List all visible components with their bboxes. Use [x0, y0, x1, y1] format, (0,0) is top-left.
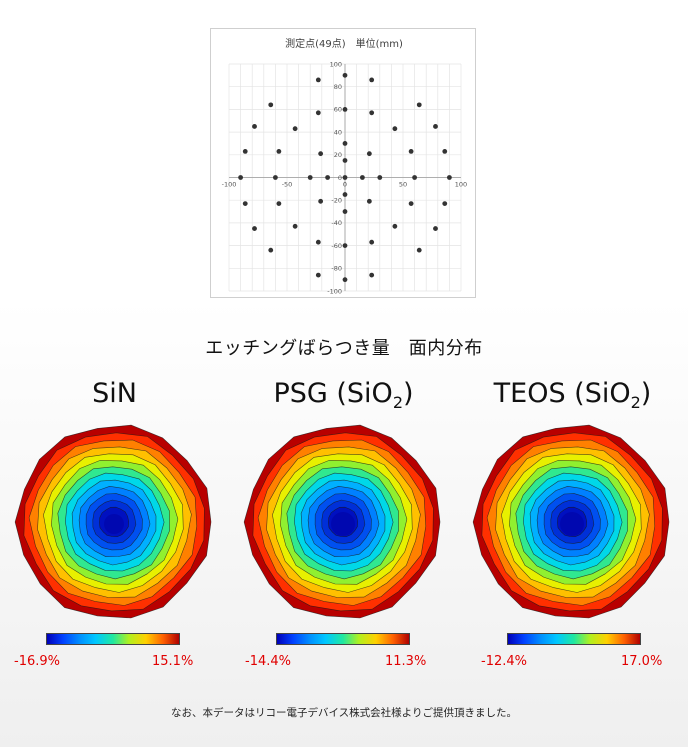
- colorbar-min-label: -16.9%: [14, 654, 60, 669]
- measurement-point: [342, 209, 348, 214]
- y-tick-label: 80: [334, 83, 342, 91]
- y-tick-label: 0: [338, 174, 342, 182]
- y-tick-label: 20: [334, 151, 342, 159]
- section-heading: エッチングばらつき量 面内分布: [205, 338, 483, 359]
- contour-core: [560, 512, 584, 536]
- map-label-subscript: 2: [392, 393, 403, 412]
- measurement-point: [377, 175, 383, 180]
- x-tick-label: -100: [222, 181, 237, 189]
- y-tick-label: -20: [331, 197, 342, 205]
- colorbar-sin: [46, 633, 180, 645]
- measurement-point: [360, 175, 365, 180]
- measurement-point: [268, 102, 274, 108]
- measurement-point: [412, 175, 417, 180]
- measurement-point: [242, 201, 248, 207]
- measurement-point: [315, 110, 321, 116]
- y-tick-label: 40: [334, 128, 342, 136]
- x-tick-label: 100: [455, 181, 467, 189]
- measurement-point: [447, 175, 452, 180]
- measurement-point: [342, 107, 348, 112]
- measurement-point: [342, 158, 348, 163]
- measurement-point: [342, 243, 348, 249]
- map-label-teos: TEOS (SiO2): [458, 374, 687, 414]
- colorbar-min-label: -14.4%: [245, 654, 291, 669]
- measurement-point: [268, 247, 274, 253]
- y-tick-label: -80: [331, 265, 342, 273]
- y-tick-label: -60: [331, 242, 342, 250]
- measurement-point: [318, 151, 324, 157]
- measurement-point: [366, 151, 372, 157]
- contour-core: [331, 512, 355, 536]
- y-tick-label: -40: [331, 219, 342, 227]
- colorbar-teos: [507, 633, 641, 645]
- measurement-point: [392, 223, 398, 229]
- x-tick-label: 0: [343, 181, 347, 189]
- measurement-point: [369, 239, 375, 245]
- map-label-psg: PSG (SiO2): [229, 374, 458, 414]
- measurement-point: [342, 175, 348, 180]
- chart-title: 測定点(49点) 単位(mm): [285, 37, 403, 50]
- x-tick-label: 50: [399, 181, 407, 189]
- measurement-point: [242, 148, 248, 154]
- y-tick-label: -100: [327, 287, 342, 295]
- wafer-map-teos: [472, 424, 670, 619]
- measurement-point: [408, 148, 414, 154]
- measurement-point: [442, 201, 448, 207]
- wafer-map-sin: [14, 424, 212, 619]
- measurement-point: [252, 226, 257, 231]
- measurement-point: [292, 126, 298, 132]
- measurement-point: [369, 77, 375, 83]
- measurement-point: [325, 175, 330, 180]
- map-label-text: PSG (SiO: [273, 378, 393, 409]
- contour-core: [104, 514, 124, 534]
- measurement-point: [292, 223, 298, 229]
- y-tick-label: 100: [330, 60, 342, 68]
- measurement-point: [342, 141, 348, 146]
- measurement-point: [369, 110, 375, 116]
- measurement-point: [416, 102, 422, 108]
- measurement-point: [238, 175, 243, 180]
- map-label-subscript: 2: [630, 393, 641, 412]
- measurement-point: [273, 175, 278, 180]
- measurement-point: [318, 198, 324, 204]
- map-label-text: TEOS (SiO: [493, 378, 631, 409]
- measurement-point: [315, 77, 321, 83]
- scatter-plot: 測定点(49点) 単位(mm) -100 -50 0 50 100 -100 -80 -60 -…: [222, 37, 468, 295]
- measurement-point: [315, 239, 321, 245]
- measurement-point: [342, 72, 348, 78]
- map-label-sin: SiN: [0, 374, 229, 414]
- measurement-point: [433, 124, 438, 129]
- measurement-point: [307, 175, 313, 180]
- measurement-point: [416, 247, 422, 253]
- map-label-text: SiN: [92, 378, 137, 409]
- measurement-point: [408, 201, 414, 207]
- measurement-point: [342, 192, 348, 197]
- map-label-suffix: ): [640, 378, 652, 409]
- x-tick-label: -50: [282, 181, 293, 189]
- colorbar-max-label: 17.0%: [621, 654, 663, 669]
- y-tick-label: 60: [334, 106, 342, 114]
- measurement-point: [252, 124, 257, 129]
- data-credit-footnote: なお、本データはリコー電子デバイス株式会社様よりご提供頂きました。: [171, 707, 517, 719]
- measurement-point: [433, 226, 438, 231]
- measurement-point: [276, 201, 282, 207]
- measurement-point: [369, 272, 375, 278]
- wafer-map-psg: [243, 424, 441, 619]
- measurement-point: [342, 277, 348, 283]
- measurement-point: [392, 126, 398, 132]
- measurement-point: [442, 148, 448, 154]
- colorbar-min-label: -12.4%: [481, 654, 527, 669]
- measurement-point: [366, 198, 372, 204]
- map-label-suffix: ): [403, 378, 414, 409]
- measurement-point: [315, 272, 321, 278]
- colorbar-psg: [276, 633, 410, 645]
- measurement-points-chart: 測定点(49点) 単位(mm) -100 -50 0 50 100 -100 -80 -60 -…: [210, 28, 476, 298]
- measurement-point: [276, 148, 282, 154]
- colorbar-max-label: 11.3%: [385, 654, 427, 669]
- colorbar-max-label: 15.1%: [152, 654, 194, 669]
